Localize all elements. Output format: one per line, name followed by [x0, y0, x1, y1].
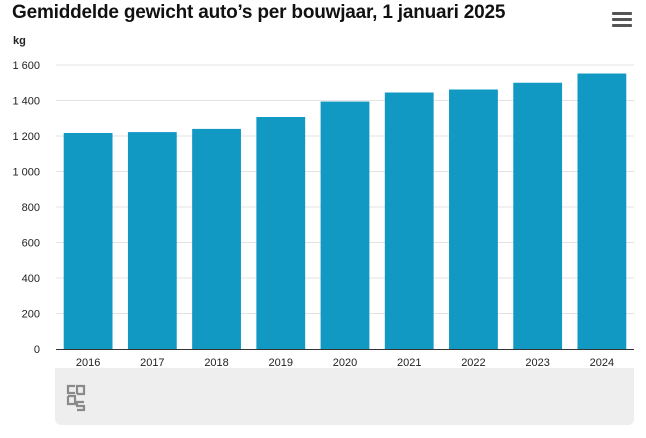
x-tick-label: 2023 — [525, 357, 549, 369]
cbs-logo-icon — [66, 384, 86, 412]
x-tick-label: 2018 — [204, 357, 228, 369]
bar-2017[interactable] — [127, 132, 177, 349]
bar-2019[interactable] — [256, 117, 306, 349]
y-tick-label: 400 — [22, 273, 40, 285]
bar-2016[interactable] — [63, 132, 113, 349]
chart-title: Gemiddelde gewicht auto’s per bouwjaar, … — [12, 2, 506, 23]
bar-2022[interactable] — [449, 89, 498, 350]
y-tick-label: 600 — [22, 238, 40, 250]
y-tick-label: 800 — [22, 202, 40, 214]
y-tick-label: 200 — [22, 309, 40, 321]
x-tick-label: 2019 — [269, 357, 293, 369]
y-tick-label: 1 000 — [12, 167, 40, 179]
bar-2024[interactable] — [577, 73, 627, 350]
y-tick-label: 1 600 — [12, 60, 40, 72]
chart-footer — [55, 368, 634, 425]
x-tick-label: 2016 — [76, 357, 100, 369]
x-tick-label: 2021 — [397, 357, 421, 369]
bar-2020[interactable] — [320, 101, 370, 349]
x-tick-label: 2017 — [140, 357, 164, 369]
y-axis-unit-label: kg — [13, 35, 26, 47]
x-tick-label: 2024 — [590, 357, 614, 369]
x-tick-label: 2020 — [333, 357, 357, 369]
y-tick-label: 0 — [34, 344, 40, 356]
y-tick-label: 1 400 — [12, 96, 40, 108]
bar-2018[interactable] — [192, 128, 241, 349]
y-tick-label: 1 200 — [12, 131, 40, 143]
hamburger-menu-icon[interactable] — [612, 12, 632, 30]
bar-2021[interactable] — [384, 92, 434, 349]
bar-2023[interactable] — [513, 82, 563, 349]
x-tick-label: 2022 — [461, 357, 485, 369]
